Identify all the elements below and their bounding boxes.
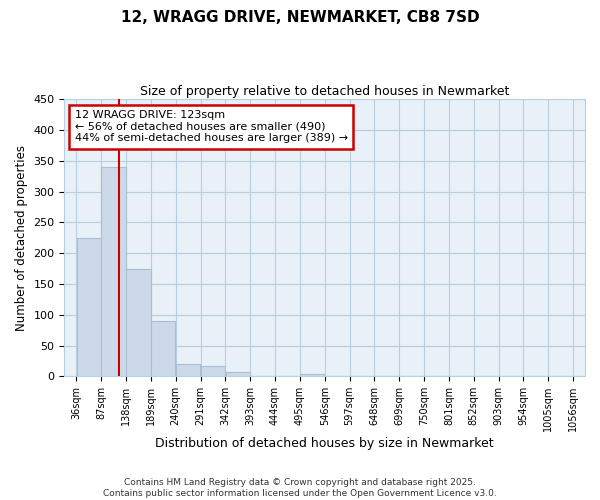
Title: Size of property relative to detached houses in Newmarket: Size of property relative to detached ho… — [140, 85, 509, 98]
Y-axis label: Number of detached properties: Number of detached properties — [15, 145, 28, 331]
Bar — [201, 366, 225, 376]
Bar — [300, 374, 325, 376]
Text: Contains HM Land Registry data © Crown copyright and database right 2025.
Contai: Contains HM Land Registry data © Crown c… — [103, 478, 497, 498]
Bar — [126, 268, 151, 376]
Bar — [226, 372, 250, 376]
Bar — [151, 321, 175, 376]
Bar — [101, 167, 126, 376]
Text: 12 WRAGG DRIVE: 123sqm
← 56% of detached houses are smaller (490)
44% of semi-de: 12 WRAGG DRIVE: 123sqm ← 56% of detached… — [75, 110, 348, 144]
Text: 12, WRAGG DRIVE, NEWMARKET, CB8 7SD: 12, WRAGG DRIVE, NEWMARKET, CB8 7SD — [121, 10, 479, 25]
Bar — [77, 238, 101, 376]
Bar — [176, 364, 200, 376]
X-axis label: Distribution of detached houses by size in Newmarket: Distribution of detached houses by size … — [155, 437, 494, 450]
